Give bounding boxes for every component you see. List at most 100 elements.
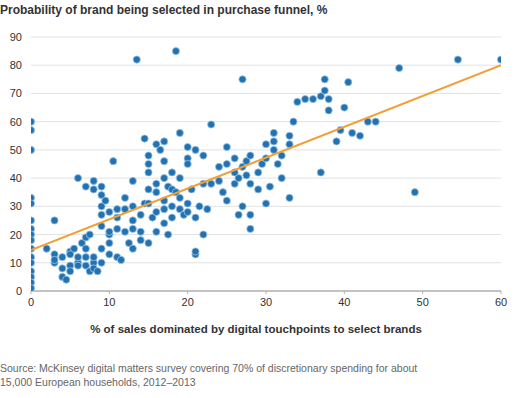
point	[223, 143, 230, 150]
point	[117, 256, 124, 263]
point	[51, 256, 58, 263]
point	[94, 268, 101, 275]
point	[411, 189, 418, 196]
y-tick-label: 0	[16, 285, 22, 297]
source-note: 15,000 European households, 2012–2013	[0, 376, 196, 388]
point	[321, 87, 328, 94]
point	[161, 175, 168, 182]
point	[31, 146, 35, 153]
x-tick-label: 10	[103, 296, 115, 308]
point	[98, 245, 105, 252]
point	[137, 237, 144, 244]
y-tick-label: 50	[10, 144, 22, 156]
point	[145, 160, 152, 167]
x-axis-label: % of sales dominated by digital touchpoi…	[90, 323, 422, 335]
point	[74, 254, 81, 261]
x-tick-label: 40	[338, 296, 350, 308]
point	[192, 248, 199, 255]
point	[153, 208, 160, 215]
point	[247, 180, 254, 187]
point	[129, 177, 136, 184]
point	[90, 254, 97, 261]
point	[90, 177, 97, 184]
point	[31, 285, 35, 291]
point	[200, 231, 207, 238]
point	[114, 225, 121, 232]
point	[137, 211, 144, 218]
point	[278, 175, 285, 182]
point	[82, 183, 89, 190]
point	[59, 265, 66, 272]
point	[145, 186, 152, 193]
point	[98, 259, 105, 266]
point	[145, 169, 152, 176]
point	[133, 56, 140, 63]
point	[31, 259, 35, 266]
point	[294, 98, 301, 105]
point	[114, 206, 121, 213]
point	[239, 76, 246, 83]
point	[247, 225, 254, 232]
point	[247, 211, 254, 218]
chart: Probability of brand being selected in p…	[0, 0, 515, 398]
grid-line	[31, 178, 501, 179]
point	[145, 239, 152, 246]
point	[235, 175, 242, 182]
point	[192, 214, 199, 221]
point	[172, 48, 179, 55]
point	[317, 169, 324, 176]
point	[129, 217, 136, 224]
point	[286, 132, 293, 139]
y-tick-label: 40	[10, 172, 22, 184]
point	[309, 95, 316, 102]
point	[129, 225, 136, 232]
background	[0, 0, 515, 398]
point	[63, 276, 70, 283]
point	[239, 203, 246, 210]
grid-line	[31, 121, 501, 122]
point	[184, 208, 191, 215]
point	[215, 163, 222, 170]
x-tick-label: 0	[28, 296, 34, 308]
point	[90, 186, 97, 193]
point	[184, 200, 191, 207]
point	[106, 251, 113, 258]
point	[161, 206, 168, 213]
point	[82, 245, 89, 252]
x-axis	[31, 291, 501, 292]
point	[31, 237, 35, 244]
point	[31, 200, 35, 207]
point	[106, 239, 113, 246]
point	[137, 228, 144, 235]
point	[184, 143, 191, 150]
point	[74, 175, 81, 182]
point	[372, 118, 379, 125]
point	[302, 95, 309, 102]
y-tick-label: 20	[10, 229, 22, 241]
point	[274, 160, 281, 167]
x-tick-label: 20	[182, 296, 194, 308]
point	[168, 169, 175, 176]
point	[200, 152, 207, 159]
point	[325, 107, 332, 114]
point	[231, 155, 238, 162]
point	[219, 189, 226, 196]
point	[31, 217, 35, 224]
point	[121, 194, 128, 201]
point	[106, 208, 113, 215]
point	[208, 121, 215, 128]
point	[153, 189, 160, 196]
point	[290, 118, 297, 125]
y-tick-label: 80	[10, 59, 22, 71]
point	[333, 138, 340, 145]
point	[102, 197, 109, 204]
point	[223, 160, 230, 167]
point	[270, 138, 277, 145]
grid-line	[31, 291, 501, 292]
point	[497, 56, 501, 63]
point	[184, 160, 191, 167]
point	[255, 169, 262, 176]
point	[161, 158, 168, 165]
point	[196, 203, 203, 210]
point	[145, 152, 152, 159]
